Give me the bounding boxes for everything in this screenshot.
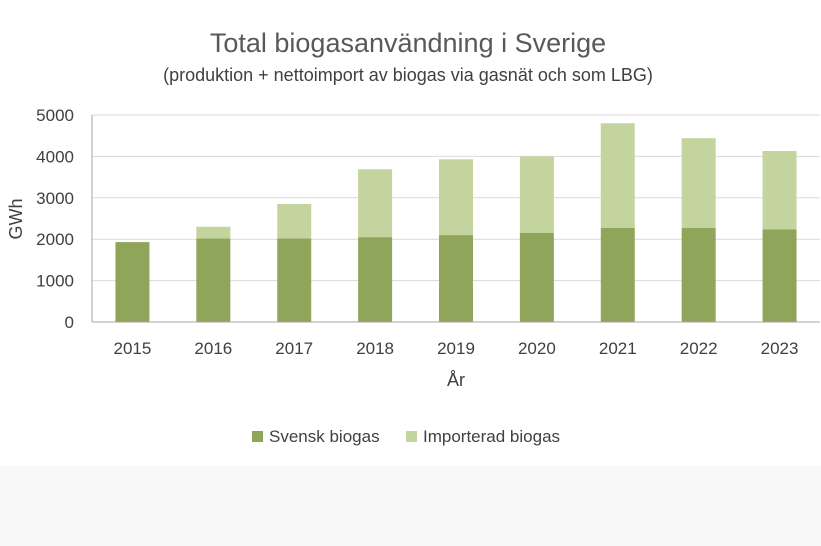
y-tick-label: 4000 (36, 147, 74, 166)
x-tick-label: 2019 (437, 339, 475, 358)
bar-segment (600, 123, 635, 229)
x-tick-label: 2016 (194, 339, 232, 358)
bar-segment (519, 156, 554, 233)
bar-segment (277, 238, 312, 322)
y-tick-label: 2000 (36, 230, 74, 249)
bar-segment (519, 232, 554, 322)
bars (115, 123, 797, 322)
bar-segment (196, 238, 231, 322)
bar-segment (196, 226, 231, 239)
y-tick-label: 5000 (36, 106, 74, 125)
chart-subtitle: (produktion + nettoimport av biogas via … (163, 65, 653, 85)
y-tick-label: 3000 (36, 189, 74, 208)
legend-swatch (406, 431, 417, 442)
x-tick-label: 2022 (680, 339, 718, 358)
bar-segment (762, 151, 797, 230)
chart-title: Total biogasanvändning i Sverige (210, 28, 606, 58)
x-tick-label: 2023 (761, 339, 799, 358)
bar-segment (115, 242, 150, 322)
y-tick-label: 1000 (36, 272, 74, 291)
x-tick-labels: 2015 2016 2017 2018 2019 2020 2021 2022 2023 (114, 339, 799, 358)
legend-label: Svensk biogas (269, 427, 380, 446)
bar-segment (358, 169, 393, 238)
y-axis-label: GWh (6, 198, 26, 239)
page-footer-area (0, 466, 821, 546)
legend-label: Importerad biogas (423, 427, 560, 446)
chart-container: Total biogasanvändning i Sverige (produk… (6, 28, 820, 446)
bar-segment (277, 204, 312, 239)
bar-segment (681, 138, 716, 229)
bar-segment (358, 237, 393, 322)
bar-segment (439, 235, 473, 322)
bar-segment (762, 229, 797, 322)
legend-swatch (252, 431, 263, 442)
y-tick-label: 0 (65, 313, 74, 332)
bar-segment (600, 228, 635, 322)
x-tick-label: 2021 (599, 339, 637, 358)
x-axis-label: År (447, 370, 465, 390)
x-tick-label: 2017 (275, 339, 313, 358)
x-tick-label: 2020 (518, 339, 556, 358)
bar-segment (439, 159, 473, 236)
chart-svg: Total biogasanvändning i Sverige (produk… (6, 28, 820, 446)
x-tick-label: 2018 (356, 339, 394, 358)
y-tick-labels: 0 1000 2000 3000 4000 5000 (36, 106, 74, 332)
legend: Svensk biogas Importerad biogas (252, 427, 560, 446)
x-tick-label: 2015 (114, 339, 152, 358)
bar-segment (681, 228, 716, 322)
